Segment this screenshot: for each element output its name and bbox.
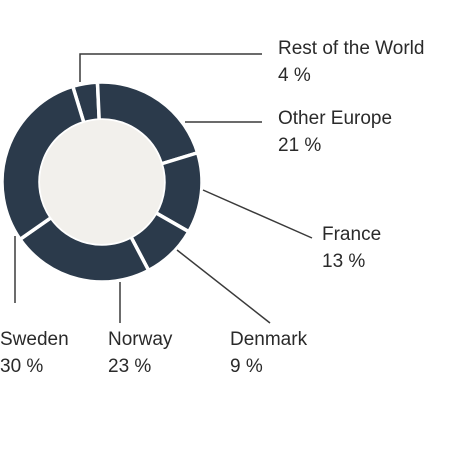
label-denmark: Denmark bbox=[230, 329, 308, 350]
value-label-sweden: 30 % bbox=[0, 356, 43, 377]
leader-rest-of-the-world bbox=[79, 53, 262, 82]
label-norway: Norway bbox=[108, 329, 173, 350]
label-sweden: Sweden bbox=[0, 329, 69, 350]
leader-france bbox=[202, 189, 313, 239]
value-label-other-europe: 21 % bbox=[278, 135, 321, 156]
label-rest-of-the-world: Rest of the World bbox=[278, 38, 424, 59]
value-label-denmark: 9 % bbox=[230, 356, 263, 377]
value-label-norway: 23 % bbox=[108, 356, 151, 377]
value-label-france: 13 % bbox=[322, 251, 365, 272]
label-other-europe: Other Europe bbox=[278, 108, 392, 129]
donut-hole bbox=[40, 120, 164, 244]
leader-denmark bbox=[176, 249, 271, 324]
leader-lines bbox=[14, 53, 313, 324]
label-france: France bbox=[322, 224, 381, 245]
value-label-rest-of-the-world: 4 % bbox=[278, 65, 311, 86]
slice-labels: Rest of the World 4 % Other Europe 21 % Fran… bbox=[0, 38, 424, 377]
